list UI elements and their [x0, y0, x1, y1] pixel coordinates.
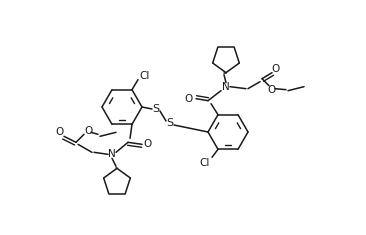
- Text: Cl: Cl: [140, 71, 150, 81]
- Text: O: O: [55, 127, 63, 137]
- Text: S: S: [152, 104, 160, 114]
- Text: O: O: [144, 139, 152, 149]
- Text: N: N: [108, 149, 116, 159]
- Text: O: O: [84, 126, 92, 136]
- Text: O: O: [268, 85, 276, 95]
- Text: N: N: [222, 82, 230, 92]
- Text: O: O: [272, 64, 280, 74]
- Text: Cl: Cl: [200, 158, 210, 168]
- Text: O: O: [185, 94, 193, 104]
- Text: S: S: [167, 118, 173, 128]
